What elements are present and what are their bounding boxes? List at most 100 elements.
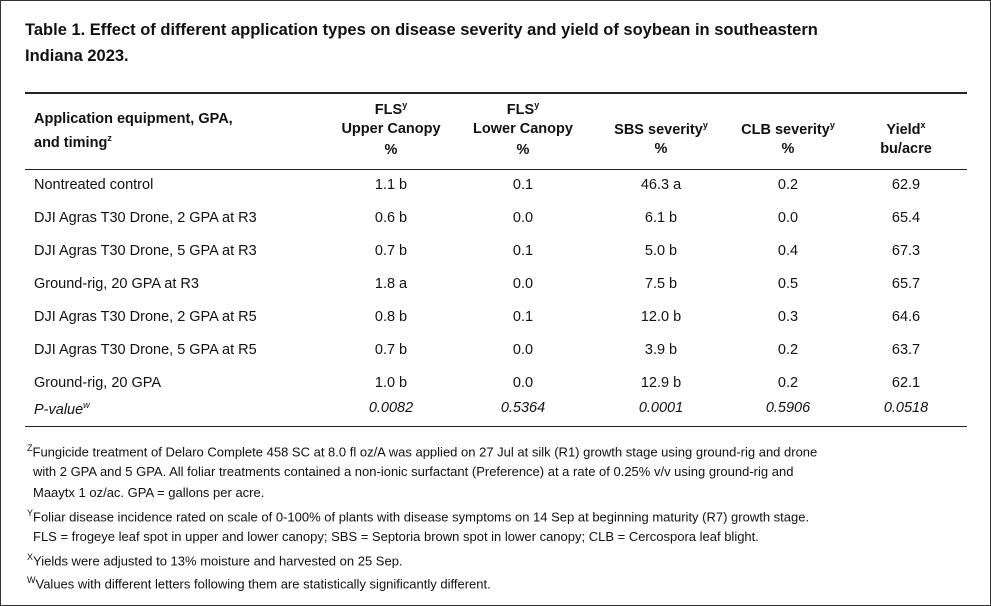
header-superscript: x [920, 120, 926, 130]
table-cell: 0.2 [777, 342, 799, 358]
table-cell: 0.1 [512, 309, 534, 325]
table-cell: 0.7 b [374, 243, 408, 259]
table-cell: 0.8 b [374, 309, 408, 325]
header-text: bu/acre [880, 141, 932, 157]
footnote-mark: X [27, 552, 34, 562]
table-cell: 67.3 [891, 243, 921, 259]
p-value-text: P-value [34, 401, 84, 418]
header-rule [25, 169, 967, 170]
table-cell: 0.5 [777, 276, 799, 292]
table-cell: 0.6 b [374, 210, 408, 226]
title-line: Table 1. Effect of different application… [25, 21, 818, 39]
header-superscript: y [829, 120, 835, 130]
table-cell: 0.0 [512, 210, 534, 226]
footnote-line: WValues with different letters following… [27, 575, 491, 591]
p-value-label: P-valuew [34, 400, 90, 418]
header-text: Yield [886, 121, 921, 138]
table-cell: 62.1 [891, 375, 921, 391]
table-cell: 0.2 [777, 375, 799, 391]
header-cell-line: Lower Canopy [473, 121, 573, 137]
table-cell: 5.0 b [644, 243, 678, 259]
table-cell: 3.9 b [644, 342, 678, 358]
p-value: 0.5364 [500, 400, 546, 416]
table-cell: 65.4 [891, 210, 921, 226]
table-cell: 46.3 a [640, 177, 682, 193]
header-superscript: y [702, 120, 708, 130]
footnote-mark: W [27, 575, 36, 585]
header-cell-line: % [385, 142, 398, 158]
header-cell-line: % [655, 141, 668, 157]
footnote-text: Values with different letters following … [35, 576, 491, 592]
header-cell-line: Upper Canopy [341, 121, 440, 137]
header-cell-line: Yieldx [886, 120, 925, 138]
table-cell: 12.0 b [640, 309, 682, 325]
table-cell: 12.9 b [640, 375, 682, 391]
footnote-text: Foliar disease incidence rated on scale … [33, 509, 810, 525]
footnote-text: Maaytx 1 oz/ac. GPA = gallons per acre. [33, 485, 265, 500]
header-text: FLS [506, 101, 535, 118]
header-cell-line: Application equipment, GPA, [34, 111, 233, 127]
p-value: 0.0082 [368, 400, 414, 416]
footnote-text: FLS = frogeye leaf spot in upper and low… [33, 529, 759, 544]
footnote-mark: Y [27, 508, 34, 518]
header-text: and timing [34, 134, 108, 151]
header-superscript: z [107, 133, 112, 143]
header-cell-line: FLSy [507, 100, 539, 118]
top-rule [25, 92, 967, 94]
header-text: Lower Canopy [473, 121, 573, 137]
table-cell: 0.1 [512, 243, 534, 259]
title-line: Indiana 2023. [25, 47, 129, 65]
header-cell-line: and timingz [34, 133, 112, 151]
table-cell: 0.0 [512, 276, 534, 292]
table-cell: 62.9 [891, 177, 921, 193]
table-cell: 65.7 [891, 276, 921, 292]
table-cell: 0.1 [512, 177, 534, 193]
table-cell: 7.5 b [644, 276, 678, 292]
table-cell: 0.2 [777, 177, 799, 193]
row-label: DJI Agras T30 Drone, 2 GPA at R5 [34, 309, 257, 325]
footnote-text: Yields were adjusted to 13% moisture and… [33, 553, 403, 569]
header-cell-line: SBS severityy [614, 120, 708, 138]
header-text: % [516, 142, 530, 158]
table-cell: 64.6 [891, 309, 921, 325]
bottom-rule [25, 426, 967, 427]
header-text: % [654, 141, 668, 157]
table-cell: 0.0 [777, 210, 799, 226]
table-cell: 1.8 a [374, 276, 408, 292]
row-label: DJI Agras T30 Drone, 5 GPA at R5 [34, 342, 257, 358]
p-value: 0.0518 [883, 400, 929, 416]
header-text: Upper Canopy [341, 121, 441, 137]
table-cell: 0.0 [512, 342, 534, 358]
header-text: % [384, 142, 398, 158]
header-superscript: y [402, 100, 408, 110]
header-cell-line: CLB severityy [741, 120, 835, 138]
footnote-line: YFoliar disease incidence rated on scale… [27, 508, 809, 524]
header-text: FLS [374, 101, 403, 118]
footnote-mark: Z [27, 443, 33, 453]
row-label: DJI Agras T30 Drone, 5 GPA at R3 [34, 243, 257, 259]
row-label: DJI Agras T30 Drone, 2 GPA at R3 [34, 210, 257, 226]
p-value: 0.0001 [638, 400, 684, 416]
header-cell-line: bu/acre [880, 141, 932, 157]
footnote-line: ZFungicide treatment of Delaro Complete … [27, 443, 817, 459]
footnote-line: Maaytx 1 oz/ac. GPA = gallons per acre. [33, 485, 264, 500]
table-cell: 0.0 [512, 375, 534, 391]
footnote-line: XYields were adjusted to 13% moisture an… [27, 552, 403, 568]
header-text: CLB severity [741, 121, 830, 138]
header-superscript: y [534, 100, 540, 110]
table-cell: 6.1 b [644, 210, 678, 226]
row-label: Nontreated control [34, 177, 154, 193]
row-label: Ground-rig, 20 GPA [34, 375, 162, 391]
footnote-line: FLS = frogeye leaf spot in upper and low… [33, 529, 759, 544]
footnote-line: with 2 GPA and 5 GPA. All foliar treatme… [33, 464, 793, 479]
table-cell: 1.1 b [374, 177, 408, 193]
table-cell: 63.7 [891, 342, 921, 358]
header-cell-line: % [782, 141, 795, 157]
footnote-text: with 2 GPA and 5 GPA. All foliar treatme… [33, 464, 794, 479]
header-cell-line: % [517, 142, 530, 158]
header-text: % [781, 141, 795, 157]
row-label: Ground-rig, 20 GPA at R3 [34, 276, 199, 292]
header-text: SBS severity [614, 121, 703, 138]
table-cell: 0.7 b [374, 342, 408, 358]
